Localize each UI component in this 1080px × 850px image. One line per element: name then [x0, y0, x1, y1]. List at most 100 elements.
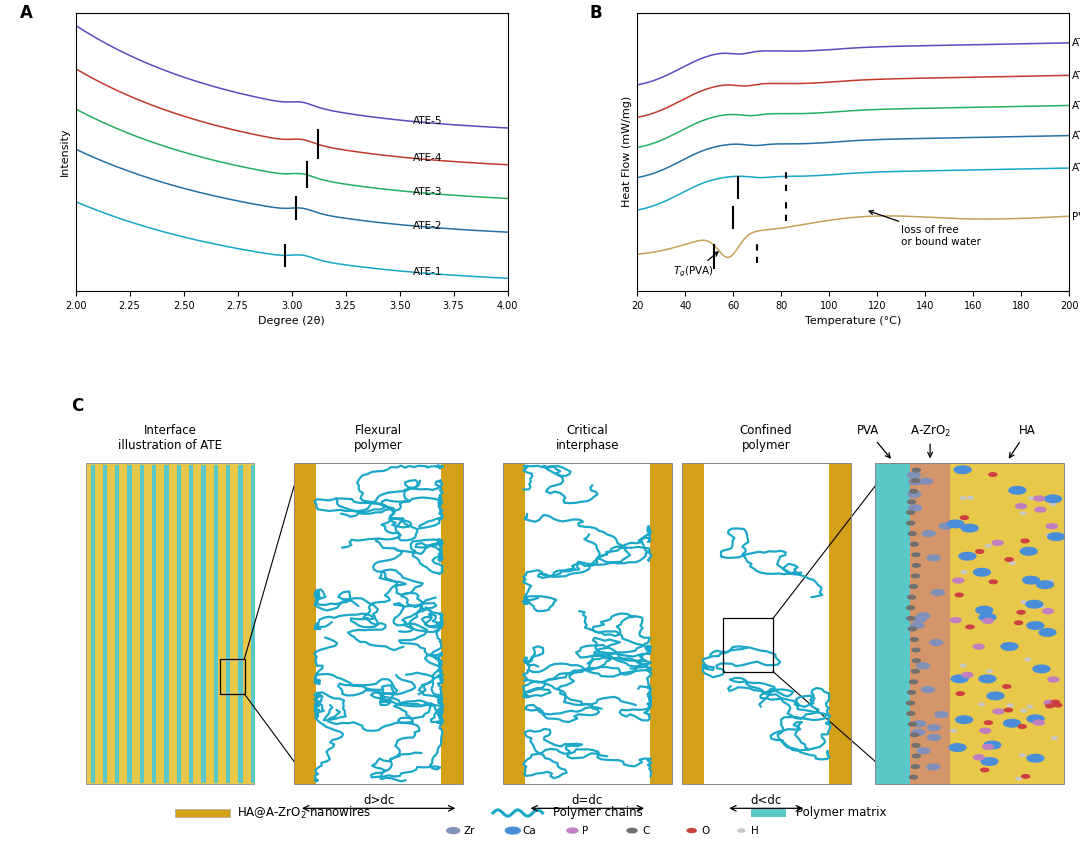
- Circle shape: [1044, 495, 1062, 502]
- Bar: [214, 465, 218, 783]
- Text: C: C: [70, 397, 83, 415]
- Circle shape: [927, 555, 940, 561]
- Circle shape: [917, 663, 930, 669]
- Circle shape: [1052, 737, 1057, 740]
- Circle shape: [909, 775, 917, 779]
- Circle shape: [917, 613, 930, 619]
- Circle shape: [1010, 562, 1015, 564]
- Circle shape: [919, 479, 932, 484]
- Circle shape: [1026, 600, 1043, 608]
- Circle shape: [949, 744, 966, 751]
- Circle shape: [1021, 547, 1037, 555]
- Bar: [219, 659, 244, 694]
- Bar: [503, 463, 525, 784]
- Circle shape: [1044, 700, 1055, 706]
- Text: B: B: [590, 4, 603, 22]
- Circle shape: [955, 466, 971, 473]
- Circle shape: [1017, 610, 1025, 614]
- Bar: [525, 463, 650, 784]
- Circle shape: [917, 748, 930, 754]
- Circle shape: [909, 680, 917, 683]
- Circle shape: [973, 569, 990, 576]
- Circle shape: [1039, 629, 1056, 636]
- Text: PVA: PVA: [1071, 212, 1080, 222]
- Circle shape: [447, 828, 460, 834]
- Circle shape: [1025, 658, 1030, 660]
- Text: $T_g$(PVA): $T_g$(PVA): [673, 252, 718, 280]
- Circle shape: [627, 829, 637, 833]
- Circle shape: [989, 473, 997, 476]
- Circle shape: [913, 721, 926, 727]
- Text: ATE-3: ATE-3: [413, 187, 442, 197]
- Circle shape: [1047, 524, 1057, 529]
- Bar: [650, 463, 672, 784]
- Text: ATE-4: ATE-4: [1071, 71, 1080, 81]
- Circle shape: [1022, 774, 1029, 778]
- Circle shape: [951, 675, 968, 683]
- Circle shape: [1023, 576, 1039, 584]
- Circle shape: [567, 828, 578, 833]
- Circle shape: [980, 728, 990, 733]
- Bar: [127, 465, 132, 783]
- Circle shape: [978, 703, 985, 705]
- Bar: [239, 465, 243, 783]
- Circle shape: [922, 530, 935, 536]
- Bar: [116, 465, 119, 783]
- Circle shape: [927, 764, 940, 770]
- Circle shape: [993, 541, 1003, 546]
- Text: P: P: [582, 825, 589, 836]
- Circle shape: [912, 649, 920, 652]
- Circle shape: [968, 496, 973, 499]
- Text: ATE-1: ATE-1: [1071, 163, 1080, 173]
- Bar: [251, 465, 255, 783]
- Circle shape: [906, 701, 915, 705]
- Circle shape: [983, 619, 994, 623]
- Bar: [681, 463, 703, 784]
- Circle shape: [912, 744, 920, 747]
- Circle shape: [981, 757, 998, 765]
- Circle shape: [908, 505, 921, 511]
- Circle shape: [1037, 581, 1053, 588]
- Text: ATE-1: ATE-1: [413, 267, 442, 277]
- Text: Interface
illustration of ATE: Interface illustration of ATE: [118, 424, 222, 452]
- Text: d<dc: d<dc: [751, 794, 782, 807]
- Circle shape: [1027, 755, 1044, 762]
- Text: Ca: Ca: [523, 825, 537, 836]
- Circle shape: [960, 664, 966, 666]
- Circle shape: [955, 593, 963, 597]
- Circle shape: [907, 521, 915, 524]
- Bar: [703, 463, 828, 784]
- Circle shape: [910, 622, 923, 628]
- Circle shape: [1022, 601, 1027, 603]
- Circle shape: [1021, 710, 1026, 712]
- Bar: [91, 465, 95, 783]
- Bar: [828, 463, 851, 784]
- Bar: [139, 465, 144, 783]
- Text: Zr: Zr: [463, 825, 474, 836]
- Text: d>dc: d>dc: [363, 794, 394, 807]
- Bar: [164, 465, 168, 783]
- Circle shape: [1051, 700, 1059, 704]
- Circle shape: [940, 524, 953, 529]
- Circle shape: [912, 729, 924, 735]
- Circle shape: [907, 595, 916, 599]
- Circle shape: [1027, 715, 1044, 722]
- Circle shape: [909, 490, 918, 493]
- Circle shape: [910, 542, 918, 546]
- Bar: [189, 465, 193, 783]
- Circle shape: [914, 616, 927, 622]
- Circle shape: [928, 725, 941, 731]
- Circle shape: [1027, 706, 1032, 708]
- Circle shape: [909, 479, 922, 484]
- Circle shape: [978, 572, 984, 575]
- Circle shape: [1021, 539, 1029, 542]
- Text: A-ZrO$_2$: A-ZrO$_2$: [909, 423, 950, 457]
- Circle shape: [1045, 704, 1054, 708]
- Circle shape: [985, 545, 991, 547]
- Circle shape: [1018, 725, 1026, 728]
- Circle shape: [985, 721, 993, 724]
- Circle shape: [1009, 486, 1026, 494]
- Circle shape: [1003, 685, 1011, 688]
- Circle shape: [912, 575, 919, 578]
- Circle shape: [1034, 496, 1044, 501]
